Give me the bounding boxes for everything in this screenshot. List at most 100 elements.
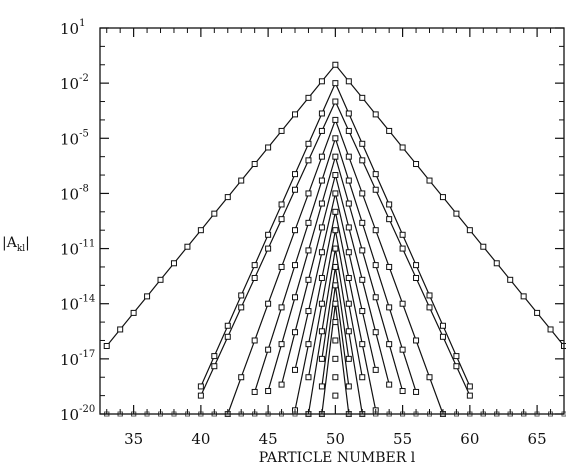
data-point [345,200,352,207]
series-11 [104,245,566,417]
data-point [507,276,514,283]
data-point [466,392,473,399]
data-point [466,227,473,234]
data-point [332,116,339,123]
data-point [386,127,393,134]
data-point [318,300,325,307]
x-tick-label: 60 [460,430,479,448]
data-point [399,388,406,395]
data-point [453,210,460,217]
data-point [480,243,487,250]
data-point [332,98,339,105]
data-point [493,260,500,267]
data-point [197,227,204,234]
data-point [386,216,393,223]
data-point [305,94,312,101]
data-point [386,381,393,388]
data-point [413,337,420,344]
data-point [170,260,177,267]
data-point [345,249,352,256]
data-point [332,80,339,87]
data-point [278,263,285,270]
y-tick-label: 10-11 [60,239,95,259]
y-axis-label: |Akl| [2,235,30,254]
data-point [413,388,420,395]
data-point [278,201,285,208]
data-point [211,363,218,370]
data-point [466,383,473,390]
data-point [372,171,379,178]
x-axis-ticks: 35 40 45 50 55 60 65 [106,28,565,448]
data-point [439,322,446,329]
data-point [332,282,339,289]
data-point [399,300,406,307]
data-point [359,190,366,197]
data-point [332,374,339,381]
data-point [359,219,366,226]
data-point [345,127,352,134]
data-point [265,245,272,252]
data-point [318,110,325,117]
data-point [426,292,433,299]
data-point [305,140,312,147]
data-point [157,276,164,283]
data-point [305,157,312,164]
data-point [265,300,272,307]
y-tick-label: 10-5 [60,128,89,148]
x-tick-label: 35 [124,430,143,448]
data-point [117,326,124,333]
data-point [305,276,312,283]
data-point [359,94,366,101]
data-point [238,177,245,184]
data-point [265,231,272,238]
x-tick-label: 50 [326,430,345,448]
data-point [345,153,352,160]
data-point [332,172,339,179]
data-point [278,127,285,134]
series-line [281,174,390,385]
data-point [359,276,366,283]
data-point [386,263,393,270]
data-point [372,227,379,234]
data-point [305,308,312,315]
data-point [359,374,366,381]
data-point [251,262,258,269]
data-point [426,374,433,381]
series-15 [104,319,566,417]
data-point [413,161,420,168]
data-point [265,144,272,151]
data-point [359,341,366,348]
data-point [197,392,204,399]
data-point [103,342,110,349]
data-point [292,262,299,269]
data-point [265,388,272,395]
data-point [332,392,339,399]
data-point [332,355,339,362]
data-point [211,353,218,360]
data-point [318,328,325,335]
data-point [318,249,325,256]
data-point [359,157,366,164]
data-point [345,300,352,307]
x-tick-label: 65 [528,430,547,448]
data-point [332,61,339,68]
data-point [278,381,285,388]
data-point [332,319,339,326]
data-point [278,304,285,311]
x-tick-label: 55 [393,430,412,448]
data-point [292,329,299,336]
plot-marks [103,61,566,417]
data-point [399,231,406,238]
data-point [332,208,339,215]
data-point [345,224,352,231]
data-point [332,263,339,270]
data-point [332,300,339,307]
x-tick-label: 45 [259,430,278,448]
data-point [332,135,339,142]
data-point [439,333,446,340]
data-point [332,227,339,234]
data-point [534,309,541,316]
data-point [399,346,406,353]
data-point [332,245,339,252]
